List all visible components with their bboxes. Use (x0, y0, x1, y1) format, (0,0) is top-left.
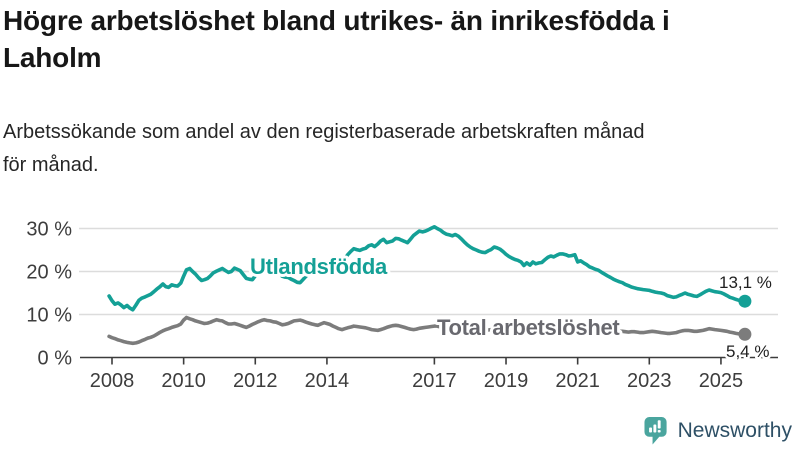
x-tick-label: 2014 (305, 370, 350, 392)
logo-exclamation-dot (657, 429, 661, 433)
brand-name: Newsworthy (677, 419, 792, 442)
series-line-utlandsfodda (107, 225, 747, 312)
x-tick-label: 2012 (233, 370, 278, 392)
end-value-utlandsfodda: 13,1 % (719, 273, 772, 292)
newsworthy-logo-icon (644, 417, 667, 445)
x-tick-label: 2023 (627, 370, 672, 392)
y-tick-label: 30 % (26, 219, 72, 241)
end-dot-utlandsfodda (738, 294, 752, 308)
end-dot-total (738, 327, 752, 341)
x-tick-label: 2010 (161, 370, 206, 392)
y-tick-label: 0 % (38, 348, 73, 370)
page-title: Högre arbetslöshet bland utrikes- än inr… (3, 5, 670, 73)
chart-subtitle: Arbetssökande som andel av den registerb… (3, 121, 645, 176)
logo-bar-1 (648, 427, 652, 433)
x-tick-label: 2017 (412, 370, 457, 392)
x-axis-ticks (111, 357, 722, 365)
y-tick-label: 20 % (26, 262, 72, 284)
logo-exclamation-stem (657, 420, 661, 429)
x-axis-labels: 2008 2010 2012 2014 2017 2019 2021 2023 2025 (90, 370, 743, 392)
series-line-total (107, 315, 747, 346)
x-tick-label: 2021 (555, 370, 600, 392)
y-tick-label: 10 % (26, 305, 72, 327)
series-label-total: Total arbetslöshet (437, 315, 620, 340)
y-axis-labels: 0 % 10 % 20 % 30 % (26, 219, 72, 370)
series-label-utlandsfodda: Utlandsfödda (250, 254, 388, 279)
end-value-total: 5,4 % (726, 342, 769, 361)
brand-footer: Newsworthy (644, 416, 792, 446)
x-tick-label: 2025 (699, 370, 744, 392)
logo-bar-2 (653, 424, 656, 433)
x-tick-label: 2008 (90, 370, 135, 392)
x-tick-label: 2019 (484, 370, 529, 392)
